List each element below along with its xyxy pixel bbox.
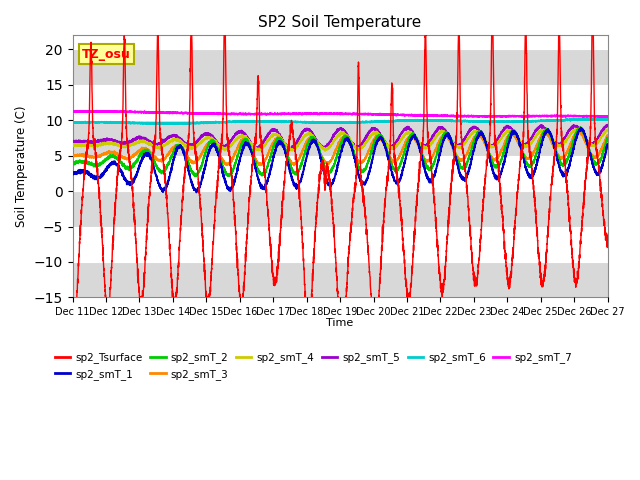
Bar [72, 262, 608, 297]
Y-axis label: Soil Temperature (C): Soil Temperature (C) [15, 106, 28, 227]
Title: SP2 Soil Temperature: SP2 Soil Temperature [259, 15, 422, 30]
Bar [72, 191, 608, 227]
Text: TZ_osu: TZ_osu [82, 48, 131, 60]
Bar [72, 120, 608, 156]
Bar [72, 49, 608, 85]
X-axis label: Time: Time [326, 318, 354, 328]
Legend: sp2_Tsurface, sp2_smT_1, sp2_smT_2, sp2_smT_3, sp2_smT_4, sp2_smT_5, sp2_smT_6, : sp2_Tsurface, sp2_smT_1, sp2_smT_2, sp2_… [51, 348, 576, 384]
